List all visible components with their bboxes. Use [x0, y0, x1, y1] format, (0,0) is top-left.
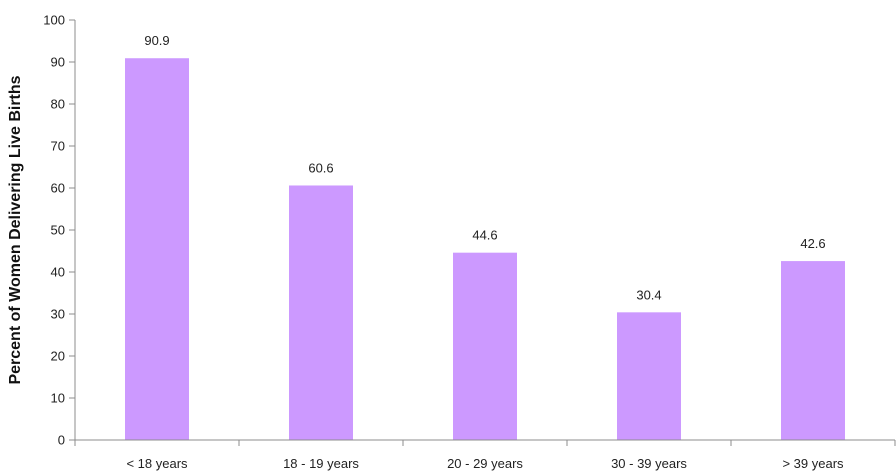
bar [781, 261, 845, 440]
y-tick-label: 60 [51, 181, 65, 196]
bar [125, 58, 189, 440]
bars [125, 58, 845, 440]
bar [289, 185, 353, 440]
y-tick-label: 100 [43, 13, 65, 28]
data-label: 60.6 [308, 160, 333, 175]
y-tick-label: 20 [51, 349, 65, 364]
y-tick-label: 10 [51, 391, 65, 406]
x-tick-label: < 18 years [126, 456, 188, 471]
y-tick-label: 70 [51, 139, 65, 154]
x-tick-label: 30 - 39 years [611, 456, 687, 471]
data-label: 30.4 [636, 287, 661, 302]
data-label: 90.9 [144, 33, 169, 48]
y-axis-ticks: 0 10 20 30 40 50 60 70 80 90 100 [43, 13, 75, 448]
data-labels: 90.9 60.6 44.6 30.4 42.6 [144, 33, 825, 302]
x-tick-label: 18 - 19 years [283, 456, 359, 471]
x-tick-label: > 39 years [782, 456, 844, 471]
y-tick-label: 90 [51, 55, 65, 70]
bar [453, 252, 517, 440]
data-label: 44.6 [472, 228, 497, 243]
data-label: 42.6 [800, 236, 825, 251]
y-tick-label: 30 [51, 307, 65, 322]
y-tick-label: 50 [51, 223, 65, 238]
y-tick-label: 0 [58, 433, 65, 448]
y-axis-title: Percent of Women Delivering Live Births [7, 75, 24, 384]
x-tick-label: 20 - 29 years [447, 456, 523, 471]
bar [617, 312, 681, 440]
x-axis-ticks: < 18 years 18 - 19 years 20 - 29 years 30 -… [74, 440, 896, 471]
y-tick-label: 40 [51, 265, 65, 280]
y-tick-label: 80 [51, 97, 65, 112]
